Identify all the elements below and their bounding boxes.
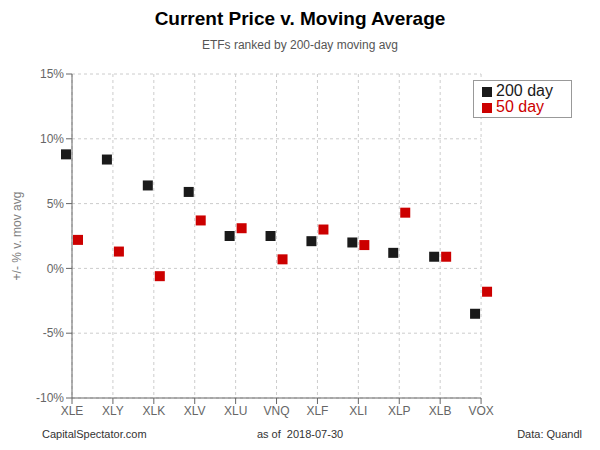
svg-text:VNQ: VNQ bbox=[264, 404, 290, 418]
svg-text:XLF: XLF bbox=[306, 404, 328, 418]
svg-text:XLB: XLB bbox=[429, 404, 452, 418]
svg-text:XLE: XLE bbox=[61, 404, 84, 418]
html-text:ETFs ranked by 200-day moving: ETFs ranked by 200-day moving avg bbox=[201, 38, 398, 52]
svg-text:XLY: XLY bbox=[102, 404, 124, 418]
svg-text:0%: 0% bbox=[47, 262, 65, 276]
svg-text:XLV: XLV bbox=[184, 404, 206, 418]
html-text:as of 2018-07-30: as of 2018-07-30 bbox=[256, 428, 344, 440]
html-text:50 day: 50 day bbox=[496, 98, 545, 115]
html-text:200 day: 200 day bbox=[496, 82, 553, 99]
svg-text:XLK: XLK bbox=[142, 404, 165, 418]
svg-text:-10%: -10% bbox=[36, 391, 64, 405]
html-text:Data: Quandl: Data: Quandl bbox=[517, 428, 582, 440]
svg-text:VOX: VOX bbox=[468, 404, 493, 418]
svg-text:XLP: XLP bbox=[388, 404, 411, 418]
svg-text:10%: 10% bbox=[40, 132, 64, 146]
html-text:CapitalSpectator.com: CapitalSpectator.com bbox=[42, 428, 147, 440]
html-text:Current Price v. Moving Averag: Current Price v. Moving Average bbox=[154, 8, 446, 29]
svg-text:15%: 15% bbox=[40, 67, 64, 81]
svg-text:XLI: XLI bbox=[349, 404, 367, 418]
svg-text:+/- % v. mov avg: +/- % v. mov avg bbox=[10, 192, 24, 281]
svg-text:XLU: XLU bbox=[224, 404, 247, 418]
svg-text:-5%: -5% bbox=[43, 326, 65, 340]
svg-text:5%: 5% bbox=[47, 197, 65, 211]
